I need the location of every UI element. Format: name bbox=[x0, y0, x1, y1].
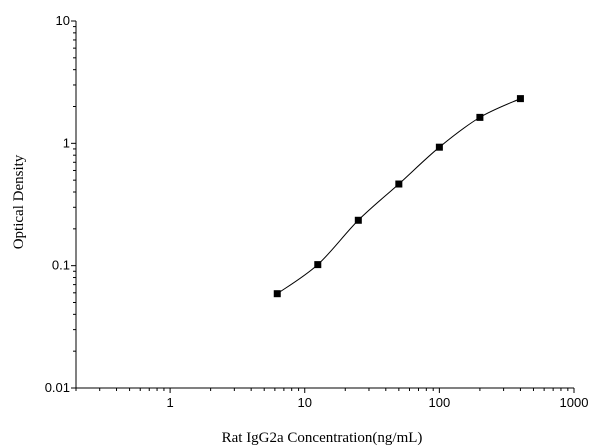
fit-line bbox=[276, 98, 521, 295]
x-tick-label: 100 bbox=[429, 395, 451, 410]
y-tick-label: 0.01 bbox=[45, 380, 70, 395]
x-axis-ticks: 1 10 100 1000 bbox=[75, 388, 589, 410]
y-tick-label: 10 bbox=[56, 13, 70, 28]
data-point bbox=[314, 261, 322, 269]
data-point bbox=[435, 143, 443, 151]
data-point bbox=[273, 290, 281, 298]
axes bbox=[75, 21, 574, 389]
y-axis-title: Optical Density bbox=[11, 154, 27, 249]
x-axis-title: Rat IgG2a Concentration(ng/mL) bbox=[222, 430, 423, 446]
data-point bbox=[354, 216, 362, 224]
y-axis-ticks: 0.01 0.1 1 10 bbox=[45, 13, 76, 395]
x-tick-label: 10 bbox=[298, 395, 312, 410]
y-tick-label: 1 bbox=[63, 135, 70, 150]
x-tick-label: 1000 bbox=[560, 395, 589, 410]
y-tick-label: 0.1 bbox=[52, 258, 70, 273]
data-series bbox=[273, 95, 524, 298]
data-point bbox=[516, 95, 524, 103]
data-point bbox=[476, 113, 484, 121]
x-tick-label: 1 bbox=[166, 395, 173, 410]
data-point bbox=[395, 180, 403, 188]
